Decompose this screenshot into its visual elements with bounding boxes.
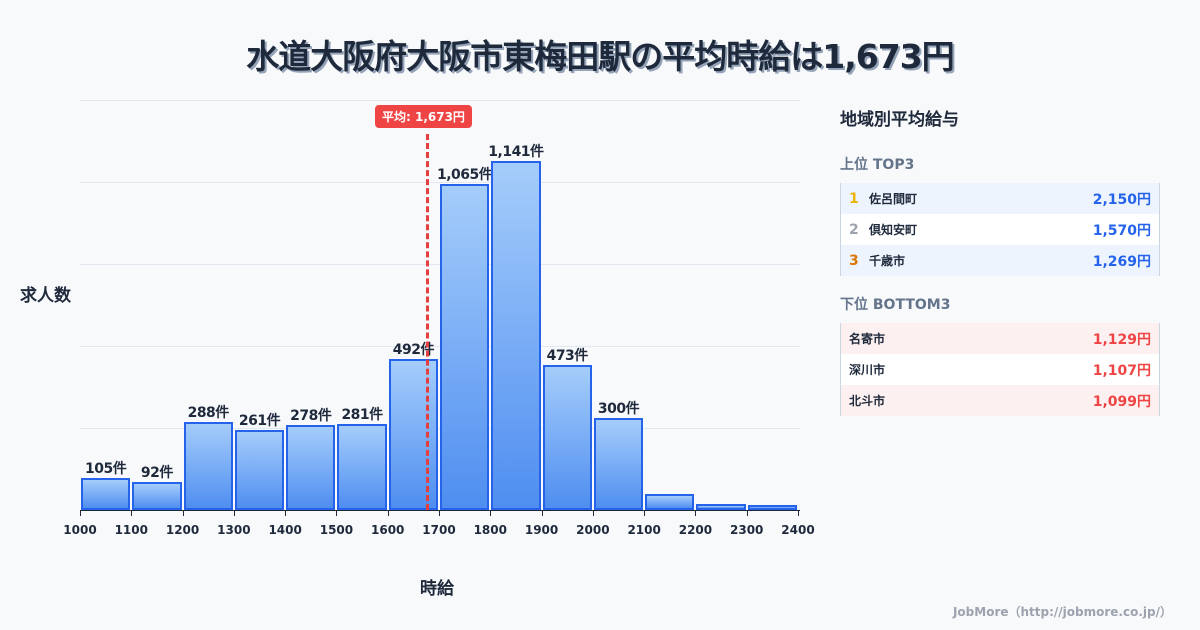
x-tick-label: 1200	[165, 523, 200, 537]
panel-title: 地域別平均給与	[840, 110, 959, 130]
x-tick-label: 1900	[524, 523, 559, 537]
list-item: 名寄市 1,129円	[841, 323, 1159, 354]
x-tick-label: 2100	[627, 523, 661, 537]
x-tick	[80, 510, 81, 516]
average-badge: 平均: 1,673円	[375, 105, 472, 128]
footer-credit: JobMore（http://jobmore.co.jp/）	[952, 605, 1172, 619]
x-tick-label: 1700	[422, 523, 456, 537]
bar-value-label: 92件	[140, 464, 173, 481]
histogram-bar	[491, 160, 541, 510]
rank-number: 1	[849, 190, 859, 207]
region-value: 1,107円	[1092, 362, 1151, 379]
region-name: 千歳市	[869, 254, 906, 268]
histogram-bar	[593, 418, 644, 510]
x-tick	[798, 510, 799, 516]
x-tick-label: 1100	[114, 523, 148, 537]
x-tick	[439, 510, 440, 516]
bar-value-label: 1,065件	[436, 167, 493, 184]
x-tick-label: 1600	[371, 523, 405, 537]
top3-title: 上位 TOP3	[840, 157, 915, 173]
list-item: 3 千歳市 1,269円	[841, 245, 1159, 276]
x-axis-line	[80, 510, 800, 511]
region-name: 名寄市	[849, 332, 886, 346]
x-tick	[746, 510, 748, 516]
x-tick-label: 1400	[268, 523, 302, 537]
region-name: 深川市	[849, 363, 886, 377]
region-value: 1,129円	[1092, 331, 1151, 348]
bar-value-label: 492件	[392, 342, 435, 359]
bar-value-label: 300件	[597, 401, 640, 418]
histogram-bar	[337, 424, 387, 510]
bar-value-label: 261件	[238, 413, 281, 430]
bar-value-label: 281件	[341, 407, 383, 423]
x-tick-label: 1000	[63, 523, 97, 537]
region-value: 1,570円	[1092, 222, 1151, 239]
x-tick	[336, 510, 338, 516]
x-tick	[285, 510, 287, 516]
bar-value-label: 288件	[187, 404, 230, 421]
histogram-bar	[183, 421, 233, 510]
x-tick-label: 2300	[730, 523, 764, 537]
histogram-bar	[645, 494, 695, 510]
regional-salary-panel: 地域別平均給与 上位 TOP3 1 佐呂間町 2,150円 2 倶知安町 1,5…	[840, 100, 1170, 416]
x-tick	[131, 510, 133, 516]
list-item: 2 倶知安町 1,570円	[841, 214, 1159, 245]
histogram-bar	[696, 503, 746, 510]
bar-value-label: 278件	[290, 407, 332, 424]
page-title: 水道大阪府大阪市東梅田駅の平均時給は1,673円	[246, 37, 954, 76]
rank-number: 2	[849, 221, 859, 238]
histogram-bar	[132, 481, 182, 510]
histogram-bar	[286, 424, 336, 510]
bar-value-label: 473件	[546, 348, 589, 365]
x-tick-label: 2200	[678, 523, 713, 537]
x-tick	[644, 510, 646, 516]
average-line	[426, 134, 429, 510]
list-item: 1 佐呂間町 2,150円	[841, 183, 1159, 214]
region-name: 北斗市	[849, 394, 886, 408]
gridline	[80, 182, 800, 183]
rank-number: 3	[849, 252, 859, 269]
histogram-chart: 求人数 時給 105件 92件 288件 261件 278件 281件 492件 1,065件…	[20, 100, 815, 599]
x-tick	[182, 510, 184, 516]
y-axis-label: 求人数	[20, 286, 71, 306]
region-name: 倶知安町	[869, 223, 918, 237]
x-tick-label: 2000	[576, 523, 610, 537]
x-axis-label: 時給	[420, 579, 454, 599]
histogram-bar	[542, 365, 592, 510]
bottom3-list: 名寄市 1,129円 深川市 1,107円 北斗市 1,099円	[840, 323, 1160, 416]
x-tick-label: 1800	[473, 523, 507, 537]
x-tick	[592, 510, 594, 516]
x-tick-label: 2400	[781, 523, 815, 537]
x-tick	[387, 510, 389, 516]
bottom3-title: 下位 BOTTOM3	[840, 297, 951, 313]
bar-value-label: 1,141件	[488, 143, 544, 160]
histogram-bar	[81, 477, 131, 510]
x-tick	[233, 510, 235, 516]
histogram-bar	[747, 505, 797, 510]
x-tick-label: 1300	[217, 523, 251, 537]
bar-value-label: 105件	[85, 460, 127, 477]
histogram-bar	[388, 359, 438, 510]
list-item: 北斗市 1,099円	[841, 385, 1159, 416]
x-tick-label: 1500	[319, 523, 354, 537]
region-value: 1,099円	[1092, 393, 1151, 410]
top3-list: 1 佐呂間町 2,150円 2 倶知安町 1,570円 3 千歳市 1,269円	[840, 183, 1160, 276]
gridline	[80, 100, 800, 101]
x-tick	[695, 510, 697, 516]
region-value: 1,269円	[1092, 253, 1151, 270]
histogram-bar	[440, 184, 490, 510]
region-value: 2,150円	[1092, 191, 1151, 208]
x-tick	[490, 510, 492, 516]
x-tick	[541, 510, 543, 516]
region-name: 佐呂間町	[869, 192, 918, 206]
histogram-bar	[234, 430, 285, 510]
list-item: 深川市 1,107円	[841, 354, 1159, 385]
